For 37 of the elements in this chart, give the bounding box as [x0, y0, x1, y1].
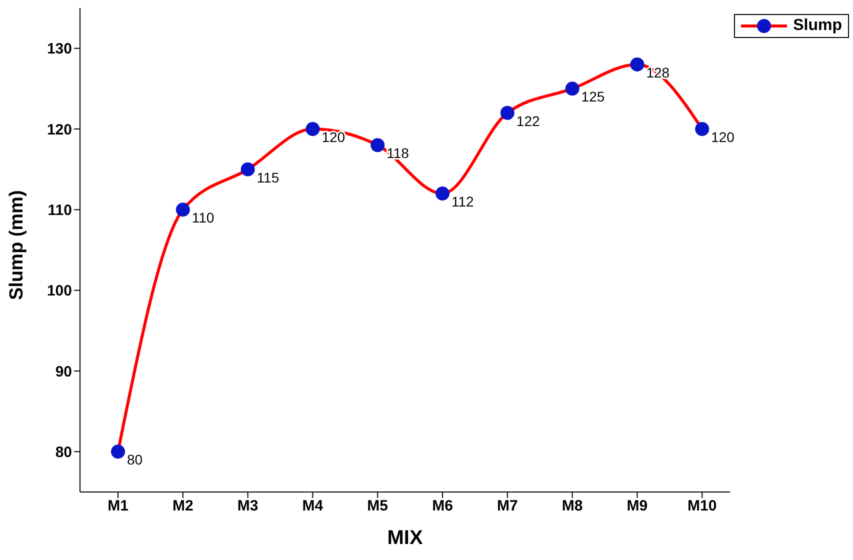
x-tick-label: M8	[562, 498, 583, 515]
x-tick-label: M2	[172, 498, 194, 515]
data-label: 122	[516, 112, 540, 129]
x-axis-title: MIX	[387, 527, 424, 549]
x-tick-label: M7	[496, 498, 518, 515]
x-tick-label: M1	[108, 498, 128, 515]
data-label: 120	[322, 129, 346, 145]
point	[176, 202, 190, 217]
x-tick-label: M10	[688, 498, 717, 515]
data-label: 80	[127, 452, 143, 468]
y-tick-label: 130	[46, 40, 72, 58]
point	[111, 444, 125, 459]
x-tick-label: M6	[432, 498, 453, 515]
y-tick-label: 120	[46, 121, 72, 138]
legend-label: Slump	[793, 17, 842, 35]
x-tick-label: M4	[302, 498, 324, 515]
y-tick-label: 80	[55, 444, 72, 461]
y-tick-label: 110	[48, 202, 72, 219]
point	[630, 57, 644, 72]
x-tick-label: M3	[237, 498, 258, 515]
x-tick-label: M5	[367, 498, 388, 515]
point	[565, 82, 580, 96]
point	[500, 106, 514, 120]
data-label: 120	[711, 129, 735, 145]
point	[306, 122, 320, 136]
data-label: 112	[452, 194, 474, 210]
y-tick-label: 90	[55, 363, 72, 380]
data-label: 110	[192, 210, 214, 226]
point	[370, 138, 385, 152]
x-tick-label: M9	[626, 498, 648, 515]
data-label: 115	[256, 169, 280, 186]
y-tick-label: 100	[46, 282, 72, 300]
data-label: 125	[581, 88, 605, 105]
point	[695, 122, 710, 136]
point	[436, 186, 450, 201]
point	[240, 162, 255, 176]
y-axis-title: Slump (mm)	[6, 190, 28, 300]
